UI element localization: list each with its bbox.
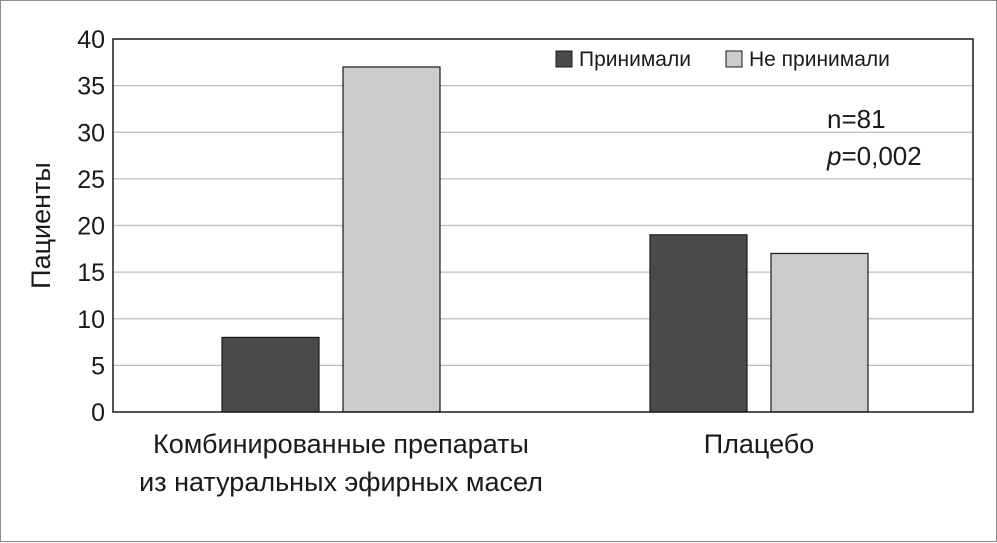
- y-tick-label: 25: [77, 166, 105, 194]
- bar: [649, 234, 748, 413]
- x-axis-categories: Комбинированные препараты из натуральных …: [139, 429, 814, 497]
- legend-label: Не принимали: [749, 48, 890, 71]
- y-axis-ticks: 0 5 10 15 20 25 30 35 40: [77, 26, 105, 427]
- legend-label: Принимали: [579, 48, 691, 71]
- gridlines: [113, 85, 973, 366]
- y-tick-label: 20: [77, 213, 105, 241]
- legend-swatch: [725, 50, 743, 68]
- y-tick-label: 30: [77, 119, 105, 147]
- plot-area-border: [112, 38, 974, 413]
- annotation-p-value: =0,002: [841, 141, 921, 171]
- bar: [221, 336, 320, 413]
- y-tick-label: 15: [77, 259, 105, 287]
- annotation-p: p=0,002: [826, 141, 922, 171]
- annotation: n=81 p=0,002: [826, 104, 922, 171]
- bar: [770, 252, 869, 413]
- y-tick-label: 0: [91, 399, 105, 427]
- annotation-p-symbol: p: [826, 141, 841, 171]
- y-tick-label: 5: [91, 352, 105, 380]
- bars: [221, 66, 869, 413]
- y-axis-label: Пациенты: [26, 162, 56, 289]
- y-tick-label: 10: [77, 306, 105, 334]
- y-tick-label: 35: [77, 73, 105, 101]
- legend-swatch: [555, 50, 573, 68]
- bar: [342, 66, 441, 413]
- x-category-label: из натуральных эфирных масел: [139, 467, 543, 497]
- annotation-n: n=81: [827, 104, 886, 134]
- x-category-label: Комбинированные препараты: [153, 429, 529, 459]
- x-category-label: Плацебо: [704, 429, 815, 459]
- y-tick-label: 40: [77, 26, 105, 54]
- legend: Принимали Не принимали: [555, 48, 890, 71]
